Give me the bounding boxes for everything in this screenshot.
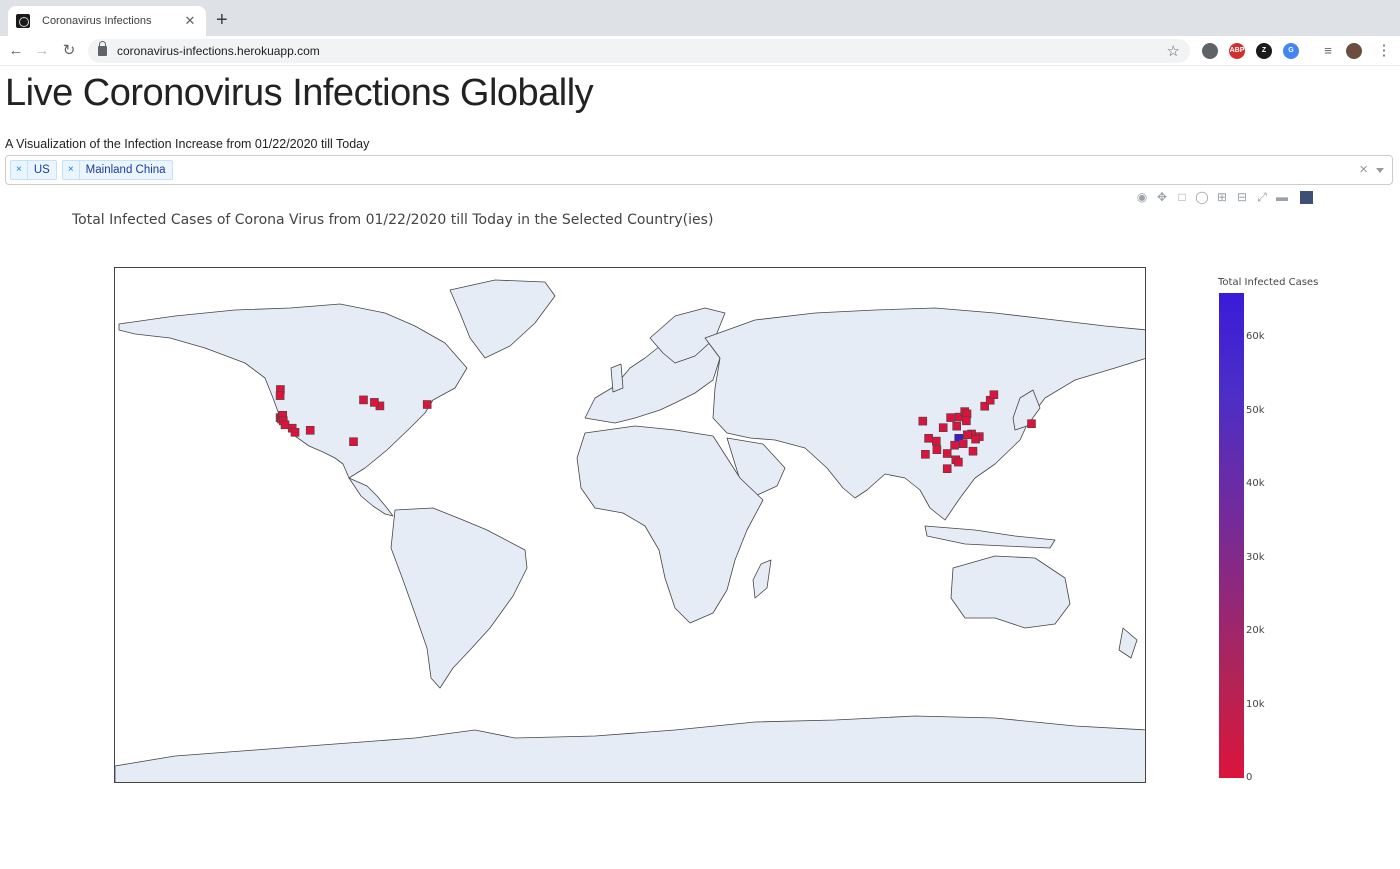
infection-marker[interactable] [952,421,962,431]
infection-marker[interactable] [968,446,978,456]
infection-marker[interactable] [305,426,315,435]
infection-marker[interactable] [971,434,980,444]
land-greenland [449,279,556,359]
infection-marker[interactable] [290,428,300,437]
land-madagascar [752,559,772,599]
plot-modebar: ◉ ✥ □ ◯ ⊞ ⊟ ⤢ ▬ [1132,188,1313,206]
infection-marker[interactable] [946,413,955,422]
infection-marker[interactable] [980,401,990,411]
infection-marker[interactable] [958,439,968,448]
reset-icon[interactable]: ⤢ [1257,189,1267,204]
colorbar-gradient [1219,293,1244,778]
colorbar-tick-label: 10k [1246,698,1265,710]
land-indonesia [924,525,1056,549]
land-north-america [118,303,468,479]
infection-marker[interactable] [349,437,358,446]
infection-marker[interactable] [422,400,432,409]
forward-arrow-icon[interactable]: → [34,42,50,59]
back-arrow-icon[interactable]: ← [8,42,24,59]
chart-title: Total Infected Cases of Corona Virus fro… [72,212,714,228]
colorbar-title: Total Infected Cases [1218,277,1319,288]
lasso-select-icon[interactable]: ◯ [1195,190,1209,204]
remove-chip-icon[interactable]: × [63,161,80,179]
adblock-plus-icon[interactable]: ABP [1229,43,1245,59]
browser-tab[interactable]: Coronavirus Infections ✕ [8,6,206,36]
translate-icon[interactable]: G [1283,43,1299,59]
browser-menu-icon[interactable]: ⋮ [1376,42,1392,59]
zoom-in-icon[interactable]: ⊞ [1216,190,1228,204]
colorbar-tick-label: 20k [1246,625,1265,637]
url-text[interactable]: coronavirus-infections.herokuapp.com [117,44,320,58]
infection-marker[interactable] [918,416,928,426]
infection-marker[interactable] [921,450,930,459]
hover-icon[interactable]: ▬ [1276,190,1288,204]
tab-title: Coronavirus Infections [42,15,152,27]
land-australia [950,555,1071,629]
site-favicon-icon [16,14,30,28]
pan-icon[interactable]: ✥ [1156,190,1168,204]
infection-marker[interactable] [931,436,941,446]
bookmark-star-icon[interactable]: ☆ [1166,43,1180,60]
reload-icon[interactable]: ↻ [62,42,76,59]
browser-toolbar: ← → ↻ coronavirus-infections.herokuapp.c… [0,36,1400,66]
world-map[interactable] [114,267,1146,783]
infection-marker[interactable] [962,430,972,440]
new-tab-icon[interactable]: + [216,9,228,31]
infection-marker[interactable] [938,423,948,432]
land-antarctica [115,715,1145,782]
map-svg[interactable] [115,268,1146,783]
chip-label: US [33,164,50,176]
lock-icon [98,41,107,56]
land-central-america [348,477,394,517]
colorbar-tick-label: 30k [1246,551,1265,563]
camera-icon[interactable]: ◉ [1136,190,1148,204]
profile-avatar[interactable] [1346,43,1362,59]
infection-marker[interactable] [950,440,959,450]
colorbar-tick-label: 50k [1246,404,1265,416]
zotero-icon[interactable]: Z [1256,43,1272,59]
colorbar-tick-label: 60k [1246,331,1265,343]
infection-marker[interactable] [942,449,952,458]
infection-marker[interactable] [275,391,285,400]
tab-close-icon[interactable]: ✕ [184,13,196,28]
plotly-logo-icon[interactable] [1300,190,1313,204]
land-uk [610,363,624,393]
infection-marker[interactable] [932,445,942,454]
browser-tabstrip: Coronavirus Infections ✕ + [0,0,1400,36]
infection-marker[interactable] [359,395,368,405]
reading-list-icon[interactable]: ≡ [1324,43,1332,58]
infection-marker[interactable] [280,420,290,430]
box-select-icon[interactable]: □ [1178,190,1186,204]
chip-label: Mainland China [85,164,166,176]
land-asia [704,307,1145,521]
land-africa [576,425,764,624]
clear-selection-icon[interactable]: × [1359,161,1368,178]
dropdown-arrow-icon[interactable] [1376,168,1384,173]
land-japan [1012,389,1041,431]
infection-marker[interactable] [942,464,952,473]
colorbar-tick-label: 40k [1246,478,1265,490]
zoom-out-icon[interactable]: ⊟ [1236,190,1248,204]
page-subtitle: A Visualization of the Infection Increas… [5,137,370,151]
selected-country-chip: × Mainland China [61,160,173,180]
infection-marker[interactable] [989,390,999,399]
circle-extension-icon[interactable] [1202,43,1218,59]
selected-country-chip: × US [10,160,57,180]
land-new-zealand [1118,627,1138,659]
page-title: Live Coronovirus Infections Globally [5,72,594,114]
infection-marker[interactable] [370,398,379,407]
infection-marker[interactable] [1027,419,1036,428]
land-south-america [390,507,528,689]
address-bar[interactable]: coronavirus-infections.herokuapp.com ☆ [88,39,1190,63]
colorbar-tick-label: 0 [1246,772,1253,783]
infection-marker[interactable] [962,416,971,426]
infection-marker[interactable] [924,434,933,443]
infection-marker[interactable] [954,457,963,467]
remove-chip-icon[interactable]: × [11,161,28,179]
country-multi-select[interactable]: × US × Mainland China × [5,155,1393,185]
